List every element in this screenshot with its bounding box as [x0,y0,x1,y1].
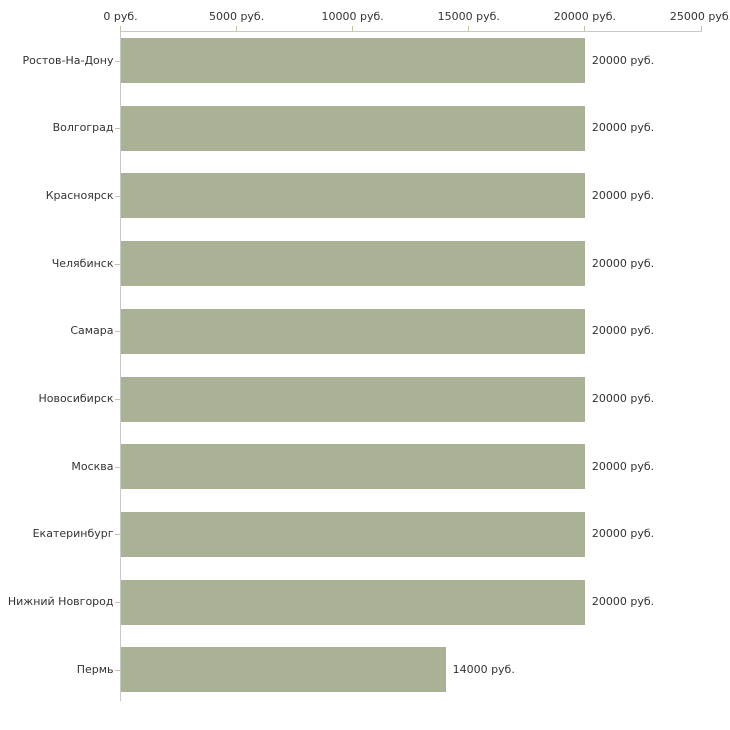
x-axis-tick-label: 10000 руб. [321,10,384,23]
bar-value-label: 20000 руб. [591,121,655,135]
category-tick [115,331,120,333]
bar [121,444,585,490]
bar-value-label: 20000 руб. [591,527,655,541]
category-tick [115,669,120,671]
category-tick [115,263,120,265]
category-tick [115,60,120,62]
x-axis-line [120,31,702,32]
category-label: Москва [71,459,114,473]
bar-value-label: 20000 руб. [591,392,655,405]
category-tick [115,399,120,400]
category-label: Екатеринбург [32,527,114,541]
category-label: Волгоград [52,121,114,135]
category-label: Челябинск [51,256,114,270]
bar-value-label: 20000 руб. [591,188,655,202]
bar [121,308,585,354]
category-label: Красноярск [45,188,114,202]
x-axis-tick [584,26,586,31]
category-label: Самара [70,324,114,338]
category-label: Новосибирск [38,392,114,405]
x-axis-tick [236,26,238,31]
x-axis-tick [468,26,470,31]
x-axis-tick-label: 20000 руб. [553,10,617,23]
category-tick [115,466,120,468]
bar-value-label: 20000 руб. [591,53,655,67]
x-axis-tick [352,26,354,31]
bar [121,579,585,625]
x-axis-tick [120,26,121,31]
category-label: Нижний Новгород [7,595,114,609]
bar [121,241,585,287]
y-axis-line [120,31,121,701]
bar [121,173,585,219]
bar [121,647,446,693]
x-axis-tick [700,26,702,31]
bar [121,38,585,83]
x-axis-tick-label: 15000 руб. [437,10,500,23]
x-axis-tick-label: 5000 руб. [208,10,265,23]
category-label: Пермь [76,662,114,676]
category-tick [115,602,120,604]
bar-value-label: 20000 руб. [591,324,655,338]
bar [121,105,585,151]
bar [121,376,585,422]
bar-value-label: 20000 руб. [591,256,655,270]
category-tick [115,128,120,130]
category-tick [115,195,120,197]
bar-value-label: 20000 руб. [591,595,655,609]
x-axis-tick-label: 25000 руб. [669,10,730,23]
x-axis-tick-label: 0 руб. [103,10,138,23]
category-tick [115,534,120,536]
bar [121,511,585,557]
bar-value-label: 14000 руб. [452,662,515,676]
category-label: Ростов-На-Дону [22,53,114,67]
bar-value-label: 20000 руб. [591,459,655,473]
